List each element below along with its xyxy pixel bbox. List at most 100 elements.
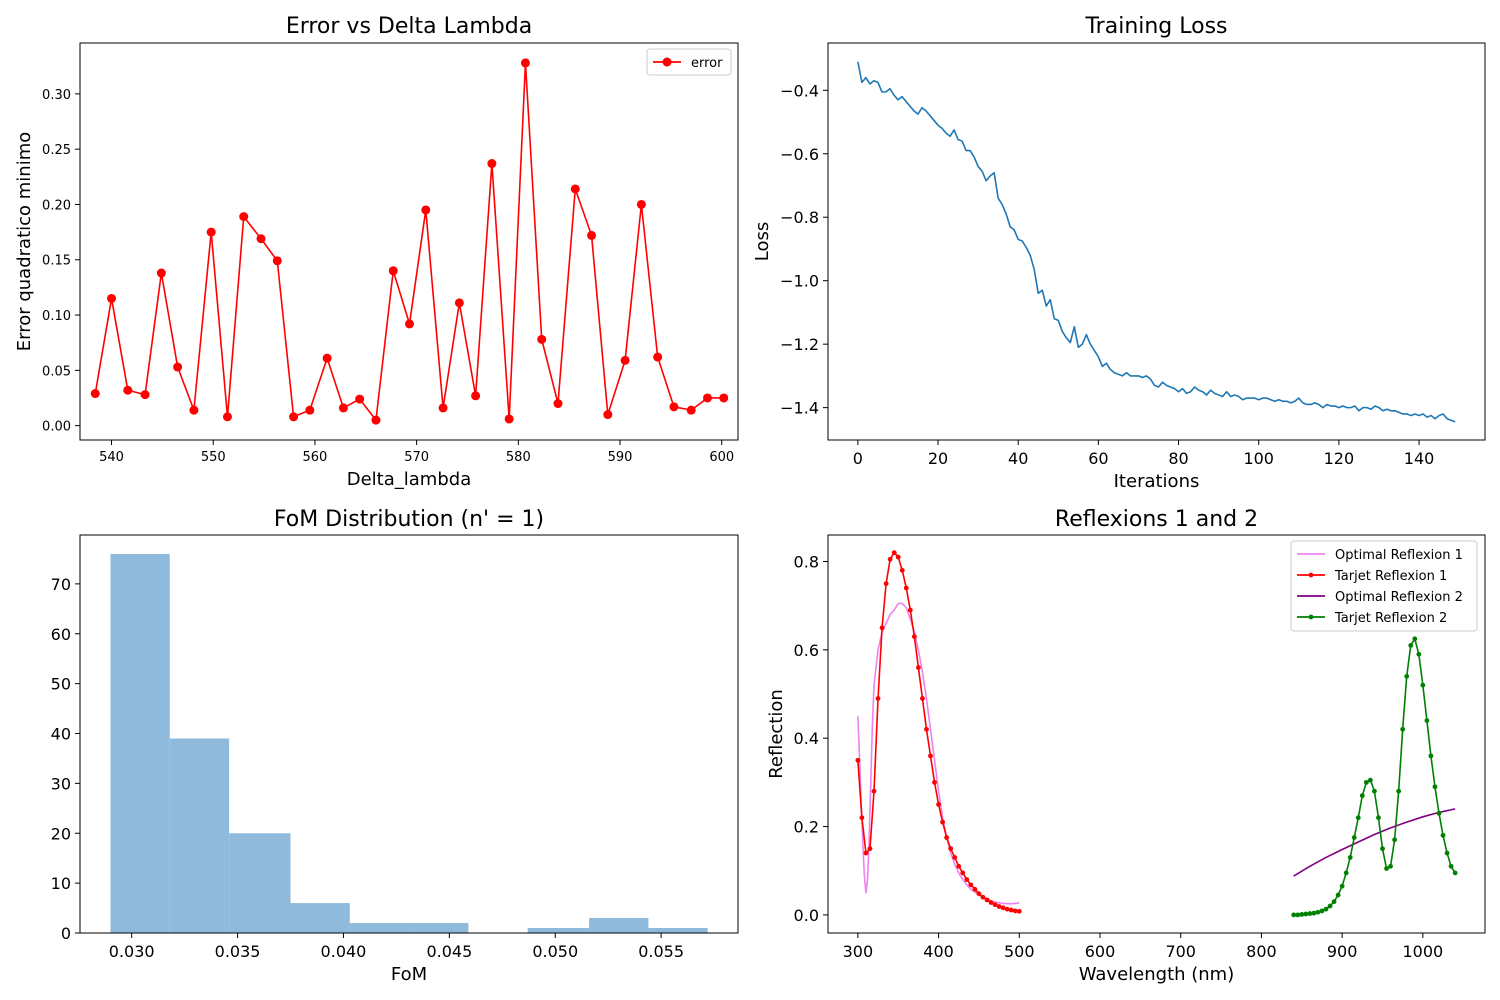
data-point: [272, 256, 282, 266]
y-axis-label: Loss: [752, 222, 773, 261]
data-point: [322, 353, 332, 363]
y-tick-label: 40: [51, 725, 71, 744]
data-point: [936, 802, 941, 807]
x-tick-label: 0.050: [532, 942, 578, 961]
plot-area: [855, 550, 1458, 918]
x-tick-label: 540: [99, 450, 124, 465]
chart-1: Training Loss 0 20 40 60 80 100 120 140 −1.4 −1.2 −…: [752, 14, 1486, 492]
y-tick-label: 0.30: [42, 88, 71, 103]
data-point: [1359, 793, 1365, 799]
data-point: [636, 199, 646, 209]
data-point: [123, 385, 133, 395]
x-tick-label: 0: [853, 449, 863, 468]
data-point: [988, 900, 994, 905]
data-point: [1420, 682, 1426, 688]
y-tick-label: 0.05: [42, 364, 71, 379]
data-point: [653, 352, 663, 362]
data-point: [1323, 906, 1329, 912]
data-point: [907, 607, 913, 613]
data-point: [1448, 863, 1454, 869]
data-point: [371, 415, 381, 425]
data-point: [1384, 866, 1389, 871]
x-tick-label: 600: [709, 450, 734, 465]
x-tick-label: 0.045: [426, 942, 472, 961]
y-tick-label: −0.4: [780, 81, 819, 100]
x-tick-label: 140: [1404, 449, 1435, 468]
data-point: [859, 815, 865, 821]
data-point: [948, 846, 954, 852]
y-tick-label: 0.8: [794, 553, 819, 572]
y-tick-label: 0.6: [794, 641, 819, 660]
legend-marker: [662, 57, 672, 67]
data-point: [1432, 784, 1438, 790]
y-axis-label: Reflection: [766, 689, 787, 779]
data-point: [1319, 908, 1325, 914]
data-point: [570, 184, 580, 194]
x-axis-label: Delta_lambda: [347, 469, 471, 490]
data-point: [487, 159, 497, 169]
y-tick-label: 0.10: [42, 309, 71, 324]
chart-0: Error vs Delta Lambda 540 550 560 570 580 590 6…: [14, 14, 739, 490]
data-point: [504, 414, 514, 424]
data-point: [875, 696, 881, 701]
data-point: [1335, 892, 1341, 898]
y-tick-label: −1.4: [780, 399, 819, 418]
x-tick-label: 20: [928, 449, 948, 468]
data-point: [438, 403, 448, 413]
data-point: [1331, 899, 1337, 905]
histogram-bar: [527, 928, 590, 933]
y-tick-label: 30: [51, 774, 71, 793]
data-point: [1339, 883, 1345, 889]
data-point: [1012, 908, 1018, 914]
x-tick-label: 560: [303, 450, 328, 465]
data-point: [891, 550, 897, 556]
y-tick-label: 0.00: [42, 420, 71, 435]
data-point: [1380, 846, 1385, 852]
data-point: [1404, 673, 1410, 679]
y-tick-label: 60: [51, 625, 71, 644]
legend-frame: [1290, 540, 1478, 632]
data-point: [1436, 810, 1442, 816]
x-tick-label: 550: [201, 450, 226, 465]
chart-3: Reflexions 1 and 2 300 400 500 600 700 800 900 1…: [766, 507, 1486, 985]
data-point: [968, 882, 974, 888]
legend-marker: [1308, 614, 1314, 620]
data-point: [915, 665, 921, 670]
data-point: [686, 405, 696, 415]
series-line-0: [857, 61, 1456, 423]
y-tick-label: 0.20: [42, 198, 71, 213]
x-tick-label: 80: [1168, 449, 1188, 468]
data-point: [1303, 911, 1309, 917]
legend-entry: Optimal Reflexion 2: [1335, 590, 1463, 605]
data-point: [1367, 777, 1373, 783]
chart-title: Reflexions 1 and 2: [1055, 507, 1258, 532]
x-axis-label: Wavelength (nm): [1079, 964, 1235, 985]
series-line-1: [857, 551, 1020, 913]
x-tick-label: 700: [1165, 942, 1196, 961]
x-axis-label: FoM: [391, 964, 427, 985]
y-tick-label: 0: [61, 924, 71, 943]
data-point: [944, 835, 950, 840]
axes-frame: [827, 534, 1486, 934]
legend-entry: Optimal Reflexion 1: [1335, 548, 1463, 563]
histogram-bar: [648, 928, 708, 933]
x-tick-label: 500: [1004, 942, 1035, 961]
data-point: [895, 554, 901, 560]
axes-frame: [79, 534, 739, 934]
data-point: [867, 846, 873, 852]
data-point: [90, 389, 100, 399]
x-tick-label: 0.055: [638, 942, 684, 961]
data-point: [1311, 910, 1317, 916]
data-point: [1016, 908, 1022, 914]
data-point: [1392, 837, 1398, 843]
data-point: [911, 634, 917, 639]
data-point: [222, 412, 232, 422]
data-point: [1008, 907, 1014, 913]
data-point: [239, 212, 249, 222]
series-line-0: [94, 62, 724, 421]
y-tick-label: −1.0: [780, 272, 819, 291]
y-tick-label: 50: [51, 675, 71, 694]
axes-frame: [827, 42, 1486, 441]
data-point: [1428, 753, 1434, 759]
data-point: [620, 355, 630, 365]
